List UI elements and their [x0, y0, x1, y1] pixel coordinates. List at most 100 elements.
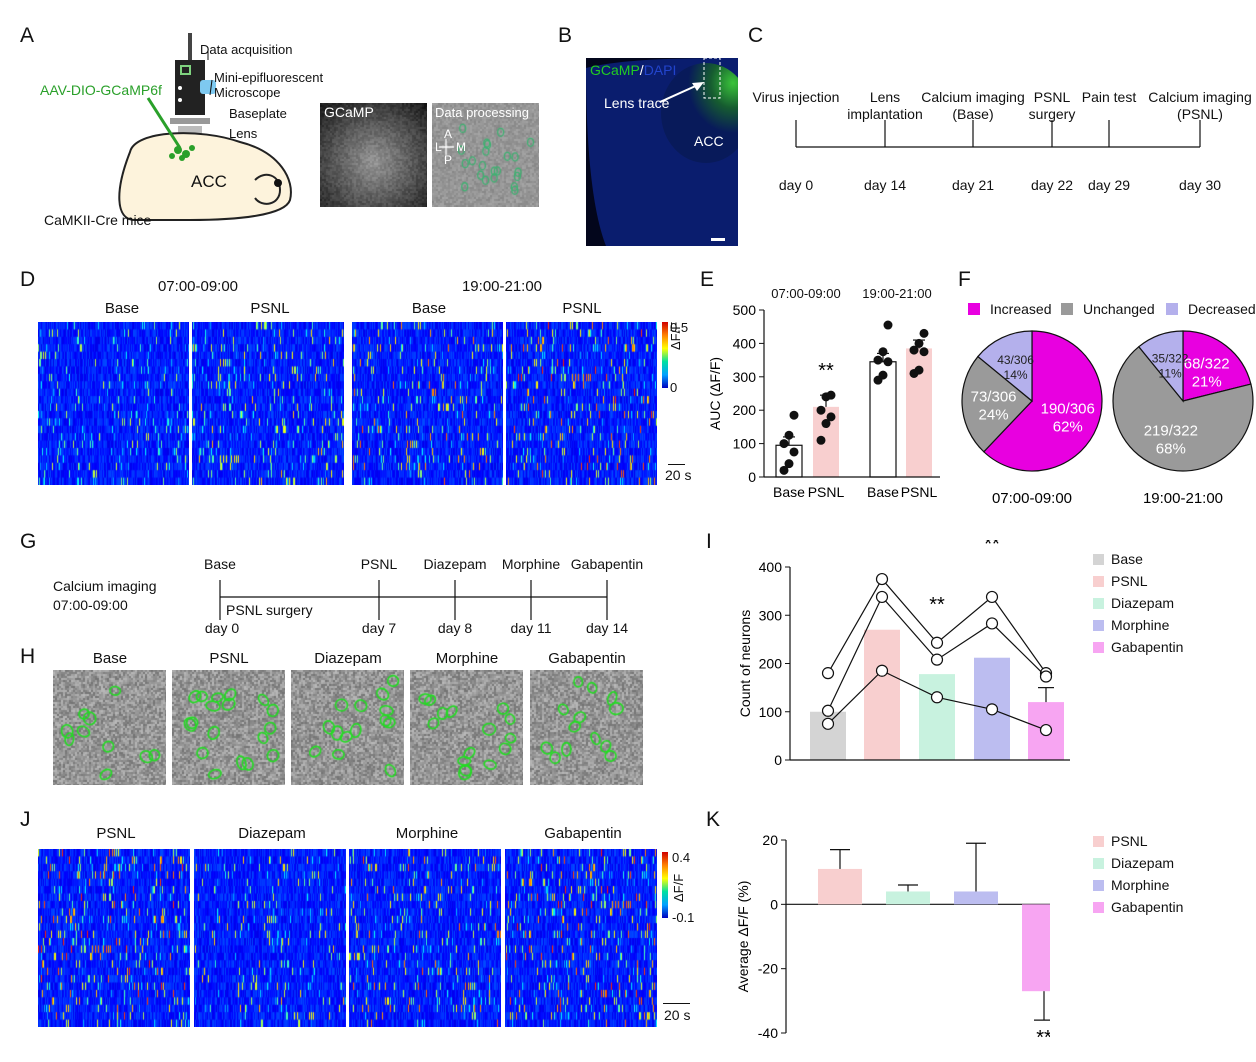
e-point — [821, 419, 831, 429]
e-point — [909, 345, 919, 355]
e-point — [816, 405, 826, 415]
scalebar-d-label: 20 s — [665, 467, 692, 483]
arrow-icon — [660, 82, 704, 103]
panel-label-f: F — [958, 268, 971, 291]
j-heatmap — [349, 849, 501, 1027]
panel-label-g: G — [20, 530, 37, 553]
e-ytick: 500 — [733, 302, 757, 318]
brain-icon — [118, 132, 292, 221]
f-legend-label: Unchanged — [1083, 301, 1155, 317]
f-pie-title: 07:00-09:00 — [992, 490, 1072, 505]
i-legend-swatch — [1093, 620, 1104, 631]
e-ytick: 400 — [733, 335, 757, 351]
timeline-c-event-label: (Base) — [952, 106, 994, 122]
i-ytick: 200 — [759, 656, 783, 672]
scalebar-d — [668, 464, 685, 465]
e-point — [816, 435, 826, 445]
label-lens-trace: Lens trace — [604, 95, 670, 111]
label-mini-epi-1: Mini-epifluorescent — [214, 70, 324, 85]
i-significance: ** — [929, 594, 945, 616]
timeline-c-event-label: Calcium imaging — [1148, 89, 1252, 105]
axis-label-a: A — [444, 127, 453, 141]
k-ytick: -20 — [758, 961, 778, 977]
e-ytick: 0 — [748, 469, 756, 485]
scalebar-j-label: 20 s — [664, 1007, 691, 1023]
infected-cells-icon — [169, 145, 195, 161]
k-bar — [886, 891, 930, 905]
i-legend-label: Morphine — [1111, 617, 1170, 633]
i-point — [875, 590, 889, 604]
g-title-2: 07:00-09:00 — [53, 597, 128, 613]
k-bar — [954, 891, 998, 905]
e-ytick: 100 — [733, 436, 757, 452]
i-bar — [919, 674, 955, 760]
e-point — [878, 347, 888, 357]
j-heatmap — [38, 849, 190, 1027]
i-point — [821, 704, 835, 717]
e-point — [826, 412, 836, 422]
heatmap-d-base-pm — [352, 322, 503, 485]
i-legend-label: PSNL — [1111, 573, 1148, 589]
f-slice-fraction: 68/322 — [1184, 356, 1230, 373]
k-legend-swatch — [1093, 902, 1104, 913]
timeline-c-day-label: day 21 — [951, 177, 995, 193]
f-legend-swatch — [1061, 303, 1073, 315]
k-legend-swatch — [1093, 836, 1104, 847]
k-ytick: 20 — [762, 832, 778, 848]
panel-label-a: A — [20, 24, 35, 47]
timeline-g-event-label: Diazepam — [423, 556, 487, 572]
axis-label-l: L — [435, 140, 442, 154]
e-point — [784, 459, 794, 469]
timeline-c-event-label: Calcium imaging — [921, 89, 1025, 105]
h-image-title: Diazepam — [314, 650, 382, 667]
i-point — [875, 664, 889, 677]
colorbar-d-label: ΔF/F — [668, 321, 683, 350]
e-point — [883, 320, 893, 330]
timeline-c-day-label: day 29 — [1087, 177, 1131, 193]
k-legend-label: PSNL — [1111, 833, 1148, 849]
colorbar-j-min: -0.1 — [672, 910, 695, 925]
i-legend-swatch — [1093, 576, 1104, 587]
timeline-c-event-label: implantation — [847, 106, 923, 122]
i-legend-label: Gabapentin — [1111, 639, 1184, 655]
e-group-2: 19:00-21:00 — [862, 286, 932, 301]
i-legend-label: Base — [1111, 551, 1143, 567]
e-point — [919, 328, 929, 338]
h-image — [53, 670, 166, 785]
f-pie-title: 19:00-21:00 — [1143, 490, 1223, 505]
timeline-g-event-label: Base — [204, 556, 236, 572]
scalebar-j — [663, 1003, 690, 1004]
i-ytick: 300 — [759, 607, 783, 623]
i-ytick: 0 — [774, 752, 782, 768]
i-ytick: 100 — [759, 704, 783, 720]
i-bar — [864, 629, 900, 760]
heatmap-d-base-am — [38, 322, 189, 485]
g-title-1: Calcium imaging — [53, 578, 157, 594]
j-heatmap — [194, 849, 346, 1027]
f-legend-label: Decreased — [1188, 301, 1256, 317]
e-point — [784, 430, 794, 440]
f-slice-percent: 21% — [1192, 374, 1222, 391]
f-pie-slice — [961, 355, 1033, 453]
i-point — [985, 703, 999, 716]
gcamp-image — [320, 103, 427, 207]
label-slash: / — [639, 62, 644, 78]
i-point — [821, 717, 835, 730]
gcamp-image-title: GCaMP — [324, 104, 374, 120]
e-ylabel: AUC (ΔF/F) — [707, 357, 723, 430]
f-pie-slice — [1182, 330, 1252, 402]
e-xtick: Base — [773, 484, 805, 500]
chart-k: 20 0 -20 -40 Average ΔF/F (%) ** — [735, 832, 1050, 1049]
e-xtick: PSNL — [808, 484, 845, 500]
timeline-g — [219, 580, 608, 620]
f-legend-swatch — [1166, 303, 1178, 315]
panel-label-h: H — [20, 645, 36, 668]
f-slice-fraction: 43/306 — [997, 353, 1034, 367]
e-point — [779, 465, 789, 475]
i-legend-swatch — [1093, 642, 1104, 653]
timeline-c-event-label: PSNL — [1033, 89, 1071, 105]
panel-label-b: B — [558, 24, 573, 47]
h-image-title: Morphine — [435, 650, 499, 667]
i-point — [1039, 723, 1053, 737]
